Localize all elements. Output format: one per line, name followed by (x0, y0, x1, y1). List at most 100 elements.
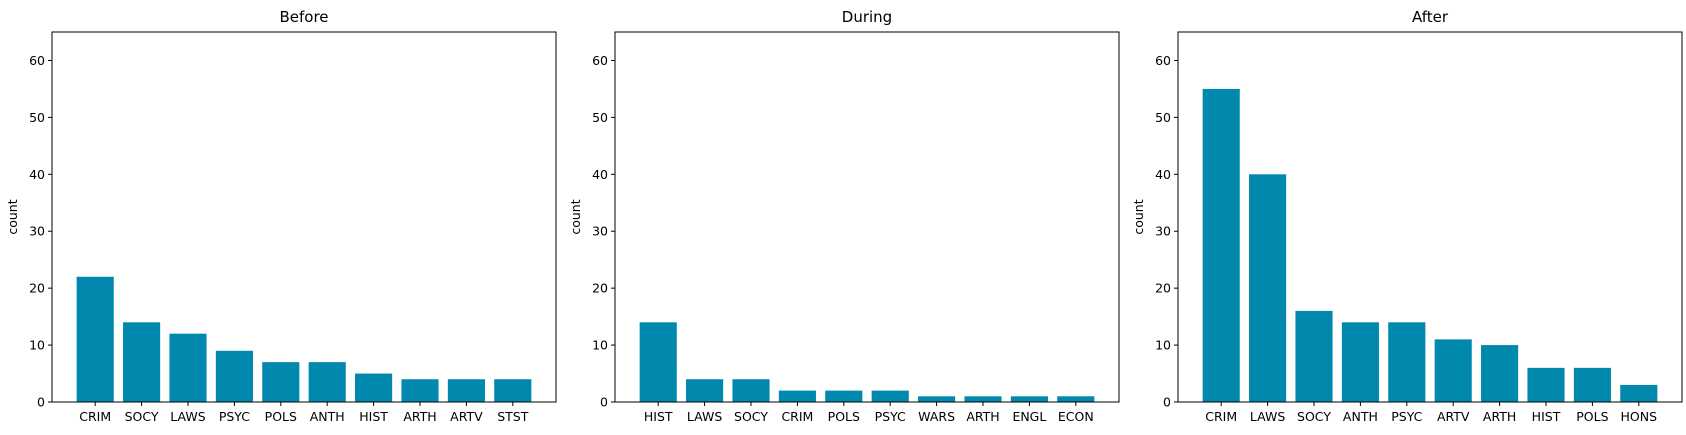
bar-socy (123, 322, 161, 402)
y-tick-label: 40 (29, 167, 45, 182)
bar-arth (1481, 345, 1519, 402)
x-tick-label: CRIM (79, 409, 111, 424)
x-tick-label: STST (497, 409, 529, 424)
bar-wars (918, 396, 956, 402)
bar-artv (1434, 339, 1472, 402)
bar-laws (686, 379, 724, 402)
x-tick-label: POLS (1576, 409, 1608, 424)
y-tick-label: 10 (29, 338, 45, 353)
x-tick-label: LAWS (1250, 409, 1285, 424)
bar-pols (262, 362, 300, 402)
y-tick-label: 20 (1155, 281, 1171, 296)
y-tick-label: 10 (592, 338, 608, 353)
plot-frame (614, 31, 1120, 403)
y-tick-label: 10 (1155, 338, 1171, 353)
y-axis-label: count (568, 199, 583, 234)
y-tick-label: 60 (29, 53, 45, 68)
x-tick-label: SOCY (734, 409, 768, 424)
y-axis-label: count (5, 199, 20, 234)
chart-title: After (1412, 8, 1449, 26)
bar-pols (1573, 367, 1611, 402)
bar-crim (778, 390, 816, 402)
chart-panel-before: Before count 0 10 20 30 40 50 60 CRIM SOCY LAWS P… (5, 8, 557, 424)
bar-arth (964, 396, 1002, 402)
x-tick-label: CRIM (1205, 409, 1237, 424)
bar-hist (639, 322, 677, 402)
bar-stst (494, 379, 532, 402)
x-tick-label: HONS (1621, 409, 1658, 424)
y-tick-label: 50 (1155, 110, 1171, 125)
bar-anth (1341, 322, 1379, 402)
bar-laws (1249, 174, 1287, 402)
x-tick-label: ARTH (966, 409, 999, 424)
bar-crim (1202, 88, 1240, 402)
bar-crim (76, 276, 114, 402)
x-tick-label: POLS (828, 409, 860, 424)
x-tick-label: ARTV (450, 409, 483, 424)
y-tick-label: 20 (29, 281, 45, 296)
bar-hist (1527, 367, 1565, 402)
x-tick-label: CRIM (781, 409, 813, 424)
x-tick-label: PSYC (875, 409, 906, 424)
chart-panel-after: After count 0 10 20 30 40 50 60 CRIM LAWS SOCY AN… (1131, 8, 1683, 424)
x-tick-label: POLS (265, 409, 297, 424)
bar-psyc (1388, 322, 1426, 402)
x-tick-label: SOCY (1297, 409, 1331, 424)
bar-engl (1010, 396, 1048, 402)
y-tick-label: 60 (1155, 53, 1171, 68)
bar-hons (1620, 384, 1658, 402)
y-axis-ticks: 0 10 20 30 40 50 60 (1155, 53, 1178, 410)
x-tick-label: ARTV (1437, 409, 1470, 424)
y-axis-label: count (1131, 199, 1146, 234)
x-axis-ticks: CRIM LAWS SOCY ANTH PSYC ARTV ARTH HIST POLS HONS (1205, 402, 1657, 424)
bar-psyc (215, 350, 253, 402)
x-tick-label: ARTH (1483, 409, 1516, 424)
x-tick-label: PSYC (1391, 409, 1422, 424)
x-tick-label: ENGL (1012, 409, 1046, 424)
x-tick-label: HIST (644, 409, 673, 424)
bar-laws (169, 333, 207, 402)
x-tick-label: LAWS (170, 409, 205, 424)
chart-title: During (842, 8, 892, 26)
x-tick-label: WARS (918, 409, 955, 424)
bar-socy (732, 379, 770, 402)
x-tick-label: ARTH (403, 409, 436, 424)
bar-group (76, 276, 532, 402)
plot-frame (51, 31, 557, 403)
x-axis-ticks: CRIM SOCY LAWS PSYC POLS ANTH HIST ARTH ARTV STST (79, 402, 529, 424)
y-tick-label: 40 (592, 167, 608, 182)
plot-frame (1177, 31, 1683, 403)
bar-arth (401, 379, 439, 402)
bar-anth (308, 362, 346, 402)
x-tick-label: HIST (359, 409, 388, 424)
y-tick-label: 60 (592, 53, 608, 68)
y-tick-label: 30 (592, 224, 608, 239)
y-tick-label: 30 (29, 224, 45, 239)
x-axis-ticks: HIST LAWS SOCY CRIM POLS PSYC WARS ARTH ENGL ECON (644, 402, 1094, 424)
x-tick-label: ANTH (1343, 409, 1378, 424)
bar-pols (825, 390, 863, 402)
y-tick-label: 0 (37, 395, 45, 410)
y-tick-label: 40 (1155, 167, 1171, 182)
y-axis-ticks: 0 10 20 30 40 50 60 (29, 53, 52, 410)
y-axis-ticks: 0 10 20 30 40 50 60 (592, 53, 615, 410)
chart-title: Before (279, 8, 328, 26)
bar-hist (355, 373, 393, 402)
bar-socy (1295, 310, 1333, 402)
y-tick-label: 0 (600, 395, 608, 410)
y-tick-label: 50 (29, 110, 45, 125)
bar-group (639, 322, 1095, 402)
y-tick-label: 50 (592, 110, 608, 125)
bar-econ (1057, 396, 1095, 402)
x-tick-label: LAWS (687, 409, 722, 424)
y-tick-label: 20 (592, 281, 608, 296)
x-tick-label: HIST (1532, 409, 1561, 424)
y-tick-label: 30 (1155, 224, 1171, 239)
x-tick-label: ECON (1058, 409, 1094, 424)
x-tick-label: SOCY (125, 409, 159, 424)
y-tick-label: 0 (1163, 395, 1171, 410)
bar-psyc (871, 390, 909, 402)
bar-group (1202, 88, 1658, 402)
x-tick-label: ANTH (310, 409, 345, 424)
